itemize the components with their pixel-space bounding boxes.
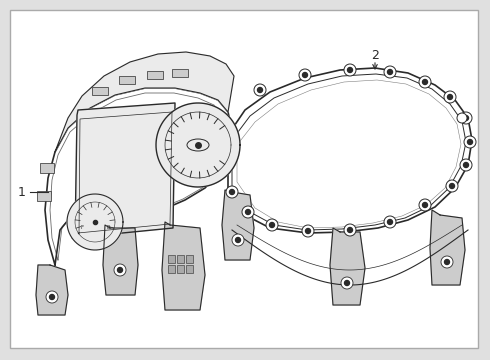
Circle shape (347, 228, 352, 233)
Polygon shape (156, 103, 240, 187)
Circle shape (245, 210, 250, 215)
Circle shape (302, 72, 308, 77)
Circle shape (388, 69, 392, 75)
Bar (168, 265, 175, 273)
Circle shape (422, 80, 427, 85)
Circle shape (242, 206, 254, 218)
Circle shape (384, 216, 396, 228)
Circle shape (344, 64, 356, 76)
Polygon shape (162, 222, 205, 310)
Circle shape (388, 220, 392, 225)
Bar (92, 87, 108, 95)
Bar (186, 255, 193, 263)
Circle shape (236, 238, 241, 243)
Circle shape (444, 260, 449, 265)
Circle shape (49, 294, 54, 300)
Circle shape (229, 189, 235, 194)
Polygon shape (228, 68, 472, 233)
Polygon shape (55, 52, 234, 152)
Circle shape (46, 291, 58, 303)
Circle shape (114, 264, 126, 276)
Circle shape (344, 280, 349, 285)
Circle shape (226, 186, 238, 198)
Bar (177, 265, 184, 273)
Polygon shape (45, 88, 232, 265)
Circle shape (118, 267, 122, 273)
Polygon shape (67, 194, 123, 250)
Circle shape (258, 87, 263, 93)
Circle shape (460, 159, 472, 171)
Bar (40, 163, 54, 173)
Circle shape (305, 229, 311, 234)
Ellipse shape (187, 139, 209, 151)
Circle shape (447, 95, 452, 99)
Circle shape (384, 66, 396, 78)
Circle shape (266, 219, 278, 231)
Circle shape (254, 84, 266, 96)
Circle shape (232, 234, 244, 246)
Circle shape (460, 112, 472, 124)
Text: E: E (106, 225, 110, 230)
Bar (147, 71, 163, 79)
Circle shape (344, 224, 356, 236)
Circle shape (419, 199, 431, 211)
Circle shape (422, 202, 427, 207)
Circle shape (302, 225, 314, 237)
Polygon shape (103, 225, 138, 295)
Circle shape (464, 162, 468, 167)
Polygon shape (36, 265, 68, 315)
Circle shape (347, 68, 352, 72)
Bar (186, 265, 193, 273)
Polygon shape (222, 190, 254, 260)
Circle shape (341, 277, 353, 289)
Bar (168, 255, 175, 263)
Polygon shape (430, 210, 465, 285)
Circle shape (457, 113, 467, 123)
Circle shape (444, 91, 456, 103)
Bar (37, 191, 51, 201)
Text: 2: 2 (371, 49, 379, 62)
Circle shape (464, 116, 468, 121)
Circle shape (441, 256, 453, 268)
Bar (119, 76, 135, 84)
Bar (172, 69, 188, 77)
Polygon shape (72, 103, 175, 240)
Circle shape (299, 69, 311, 81)
Circle shape (467, 140, 472, 144)
Text: 1: 1 (18, 185, 26, 198)
Circle shape (449, 184, 455, 189)
Text: F: F (80, 225, 84, 230)
Circle shape (464, 136, 476, 148)
Polygon shape (330, 228, 365, 305)
Bar (177, 255, 184, 263)
Circle shape (270, 222, 274, 228)
Circle shape (446, 180, 458, 192)
Circle shape (419, 76, 431, 88)
